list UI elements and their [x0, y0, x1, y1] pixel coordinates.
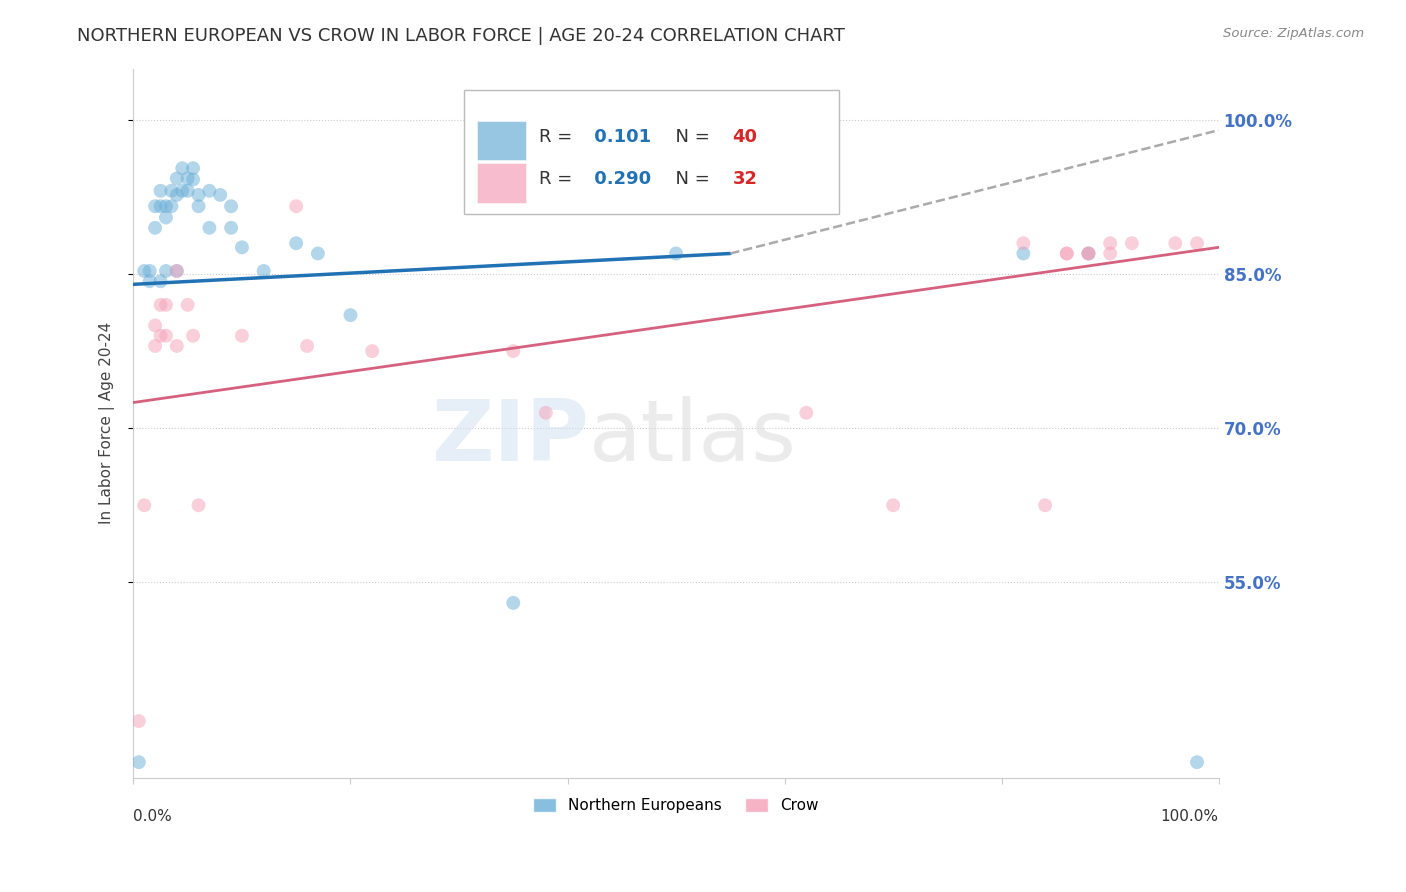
Point [155, 199, 177, 213]
Point [502, 344, 524, 359]
Point [181, 328, 204, 343]
Y-axis label: In Labor Force | Age 20-24: In Labor Force | Age 20-24 [100, 322, 115, 524]
Point [361, 344, 384, 359]
Text: R =: R = [540, 170, 578, 188]
Text: NORTHERN EUROPEAN VS CROW IN LABOR FORCE | AGE 20-24 CORRELATION CHART: NORTHERN EUROPEAN VS CROW IN LABOR FORCE… [77, 27, 845, 45]
Point [219, 199, 242, 213]
Point [155, 298, 177, 312]
Point [794, 406, 817, 420]
Point [665, 246, 688, 260]
Point [1185, 236, 1208, 251]
Text: atlas: atlas [589, 396, 797, 479]
Point [149, 298, 172, 312]
Point [285, 199, 308, 213]
Point [138, 264, 160, 278]
Point [149, 274, 172, 288]
Point [1099, 236, 1122, 251]
Text: Source: ZipAtlas.com: Source: ZipAtlas.com [1223, 27, 1364, 40]
Point [253, 264, 276, 278]
Point [166, 188, 188, 202]
Text: 0.0%: 0.0% [134, 809, 172, 824]
FancyBboxPatch shape [478, 120, 526, 160]
Point [181, 172, 204, 186]
Point [187, 188, 209, 202]
Point [176, 298, 198, 312]
Point [155, 328, 177, 343]
Text: N =: N = [664, 128, 716, 146]
Point [166, 264, 188, 278]
Point [1012, 236, 1035, 251]
Point [534, 406, 557, 420]
Point [181, 161, 204, 176]
Text: 100.0%: 100.0% [1161, 809, 1219, 824]
Point [187, 199, 209, 213]
Point [882, 498, 904, 512]
Point [149, 328, 172, 343]
Point [149, 184, 172, 198]
Point [128, 714, 150, 728]
Point [143, 199, 166, 213]
Point [149, 199, 172, 213]
Point [1099, 246, 1122, 260]
Point [231, 240, 253, 254]
Point [128, 755, 150, 769]
Point [1121, 236, 1143, 251]
Point [176, 171, 198, 186]
Point [1033, 498, 1056, 512]
Text: 40: 40 [733, 128, 758, 146]
Point [1185, 755, 1208, 769]
Text: 0.290: 0.290 [588, 170, 651, 188]
Legend: Northern Europeans, Crow: Northern Europeans, Crow [527, 792, 825, 820]
Point [172, 161, 194, 176]
Text: R =: R = [540, 128, 578, 146]
Point [160, 199, 183, 213]
Point [1077, 246, 1099, 260]
Point [307, 246, 329, 260]
Point [176, 184, 198, 198]
Point [198, 184, 221, 198]
Point [160, 184, 183, 198]
Text: ZIP: ZIP [432, 396, 589, 479]
Point [166, 339, 188, 353]
Point [295, 339, 318, 353]
Point [339, 308, 361, 322]
Point [143, 318, 166, 333]
Point [231, 328, 253, 343]
Point [143, 220, 166, 235]
Point [166, 264, 188, 278]
Point [155, 264, 177, 278]
Point [1164, 236, 1187, 251]
Point [187, 498, 209, 512]
Text: 32: 32 [733, 170, 758, 188]
FancyBboxPatch shape [478, 163, 526, 202]
Point [1056, 246, 1078, 260]
Point [172, 184, 194, 198]
Point [138, 274, 160, 288]
Point [143, 339, 166, 353]
Point [198, 220, 221, 235]
Point [209, 188, 232, 202]
Point [1077, 246, 1099, 260]
Text: 0.101: 0.101 [588, 128, 651, 146]
Point [134, 498, 156, 512]
Point [1056, 246, 1078, 260]
Point [285, 236, 308, 251]
Text: N =: N = [664, 170, 716, 188]
Point [1077, 246, 1099, 260]
Point [502, 596, 524, 610]
Point [1012, 246, 1035, 260]
Point [219, 220, 242, 235]
Point [166, 171, 188, 186]
FancyBboxPatch shape [464, 90, 839, 214]
Point [134, 264, 156, 278]
Point [155, 211, 177, 225]
